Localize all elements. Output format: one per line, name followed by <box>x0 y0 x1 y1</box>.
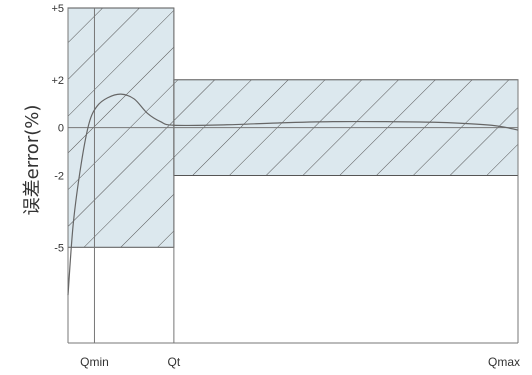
x-tick-label: Qt <box>168 355 181 369</box>
x-tick-label: Qmax <box>488 355 520 369</box>
y-tick-label: -2 <box>54 171 64 183</box>
y-tick-label: 0 <box>58 123 64 135</box>
y-tick-label: +5 <box>51 3 64 15</box>
y-tick-label: +2 <box>51 75 64 87</box>
x-tick-label: Qmin <box>80 355 109 369</box>
y-axis-title: 误差error(%) <box>22 105 43 216</box>
y-tick-label: -5 <box>54 242 64 254</box>
